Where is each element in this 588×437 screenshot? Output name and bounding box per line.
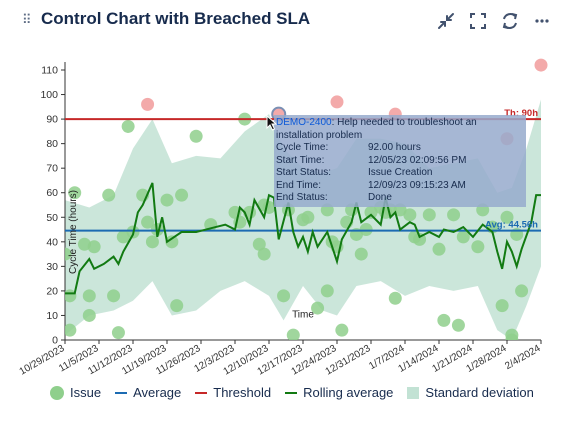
issue-point[interactable]: [145, 235, 159, 249]
threshold-swatch: [195, 391, 208, 394]
issue-point[interactable]: [102, 188, 116, 202]
threshold-label: Th: 90h: [504, 108, 538, 119]
issue-point[interactable]: [286, 328, 300, 342]
y-tick-label: 70: [46, 163, 58, 175]
issue-point[interactable]: [160, 193, 174, 207]
legend-item-rolling-average[interactable]: Rolling average: [285, 385, 393, 400]
control-chart: 010203040506070809010011010/29/202311/5/…: [18, 58, 548, 378]
issue-point[interactable]: [77, 237, 91, 251]
refresh-icon[interactable]: [494, 8, 526, 34]
issue-point[interactable]: [107, 289, 121, 303]
issue-point[interactable]: [451, 318, 465, 332]
issue-point[interactable]: [68, 186, 82, 200]
x-tick-label: 10/29/2023: [18, 343, 67, 378]
issue-point[interactable]: [359, 223, 373, 237]
chart-title: Control Chart with Breached SLA: [41, 9, 311, 28]
issue-point[interactable]: [403, 208, 417, 222]
y-tick-label: 20: [46, 285, 58, 297]
issue-point[interactable]: [63, 323, 77, 337]
y-tick-label: 100: [40, 89, 58, 101]
issue-point[interactable]: [87, 240, 101, 254]
average-label: Avg: 44.56h: [485, 220, 538, 231]
issue-point[interactable]: [170, 299, 184, 313]
issue-point[interactable]: [456, 230, 470, 244]
issue-point[interactable]: [257, 247, 271, 261]
legend-item-standard-deviation[interactable]: Standard deviation: [407, 385, 534, 400]
mouse-cursor-icon: [266, 115, 278, 131]
issue-point[interactable]: [59, 247, 72, 261]
y-tick-label: 60: [46, 187, 58, 199]
issue-point[interactable]: [437, 313, 451, 327]
issue-point[interactable]: [301, 210, 315, 224]
rolling-average-swatch: [285, 391, 298, 394]
y-tick-label: 110: [41, 65, 58, 77]
issue-point[interactable]: [432, 242, 446, 256]
issue-point[interactable]: [515, 284, 529, 298]
issue-point[interactable]: [141, 215, 155, 229]
drag-handle-icon[interactable]: ⠿: [22, 12, 31, 27]
issue-point[interactable]: [447, 208, 461, 222]
y-tick-label: 30: [46, 261, 58, 273]
tooltip-row: Start Time: 12/05/23 02:09:56 PM: [276, 154, 467, 166]
breached-issue-point[interactable]: [534, 58, 548, 72]
issue-point[interactable]: [82, 289, 96, 303]
breached-issue-point[interactable]: [141, 97, 155, 111]
breached-issue-point[interactable]: [330, 95, 344, 109]
tooltip-row: Start Status: Issue Creation: [276, 167, 433, 178]
more-icon[interactable]: [526, 8, 558, 34]
tooltip-row: End Status: Done: [276, 192, 392, 203]
legend-item-threshold[interactable]: Threshold: [195, 385, 271, 400]
issue-point[interactable]: [175, 188, 189, 202]
issue-point[interactable]: [311, 301, 325, 315]
issue-point[interactable]: [111, 326, 125, 340]
issue-point[interactable]: [165, 235, 179, 249]
issue-point[interactable]: [388, 291, 402, 305]
fullscreen-icon[interactable]: [462, 8, 494, 34]
legend-item-issue[interactable]: Issue: [50, 385, 101, 400]
issue-point[interactable]: [354, 247, 368, 261]
issue-point[interactable]: [335, 323, 349, 337]
chart-legend: Issue Average Threshold Rolling average …: [50, 385, 548, 400]
collapse-icon[interactable]: [430, 8, 462, 34]
issue-point[interactable]: [422, 208, 436, 222]
issue-point[interactable]: [471, 240, 485, 254]
issue-point[interactable]: [189, 129, 203, 143]
y-tick-label: 0: [52, 335, 58, 347]
y-tick-label: 90: [46, 114, 58, 126]
issue-point[interactable]: [277, 289, 291, 303]
issue-point[interactable]: [500, 210, 514, 224]
issue-point[interactable]: [495, 299, 509, 313]
y-tick-label: 40: [46, 236, 58, 248]
issue-point[interactable]: [320, 284, 334, 298]
issue-point[interactable]: [116, 230, 130, 244]
issue-point[interactable]: [82, 308, 96, 322]
y-tick-label: 10: [46, 310, 58, 322]
issue-key-link[interactable]: DEMO-2400: [276, 117, 332, 128]
y-tick-label: 50: [46, 212, 58, 224]
issue-summary: : Help needed to troubleshoot an install…: [276, 117, 477, 141]
issue-point[interactable]: [364, 205, 378, 219]
x-axis-label: Time: [292, 309, 314, 320]
issue-point[interactable]: [505, 333, 519, 347]
chart-toolbar: [430, 8, 558, 34]
tooltip-row: End Time: 12/09/23 09:15:23 AM: [276, 179, 466, 191]
standard-deviation-swatch: [407, 386, 420, 399]
y-tick-label: 80: [46, 138, 58, 150]
x-tick-label: 2/4/2024: [503, 343, 543, 372]
issue-tooltip: DEMO-2400: Help needed to troubleshoot a…: [274, 115, 526, 207]
average-swatch: [115, 391, 128, 394]
y-axis-label: Cycle Time (hours): [68, 190, 79, 274]
legend-item-average[interactable]: Average: [115, 385, 181, 400]
tooltip-row: Cycle Time: 92.00 hours: [276, 142, 421, 153]
issue-point[interactable]: [252, 237, 266, 251]
issue-swatch: [50, 385, 64, 400]
issue-point[interactable]: [121, 119, 135, 133]
rolling-average-line: [65, 182, 541, 295]
